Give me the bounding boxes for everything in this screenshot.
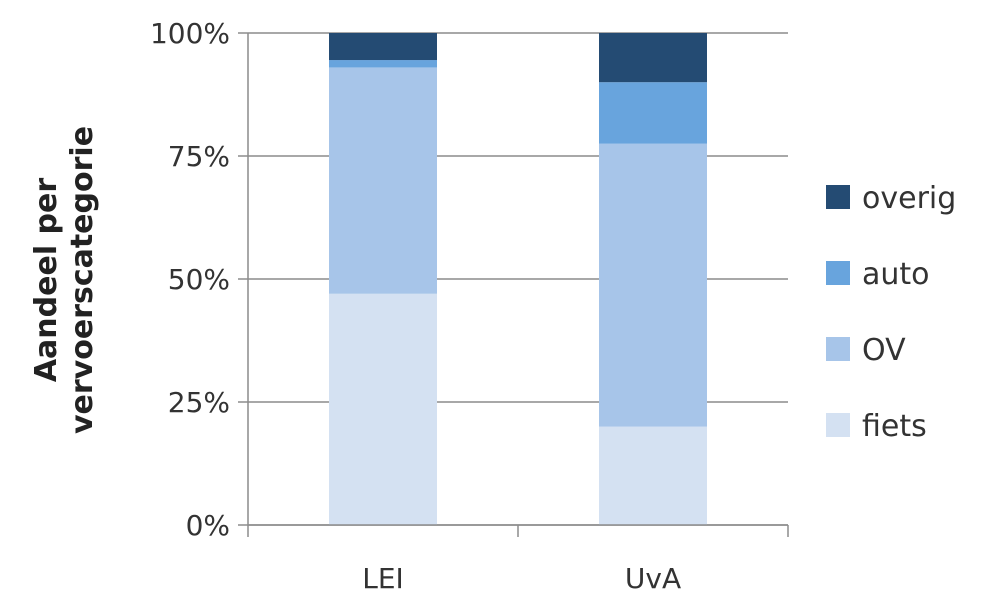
bar-lei-auto (329, 60, 437, 68)
y-tick-label: 50% (168, 263, 230, 296)
bar-lei-fiets (329, 293, 437, 525)
bars (329, 33, 707, 525)
bar-lei-overig (329, 33, 437, 61)
y-tick-label: 75% (168, 140, 230, 173)
x-category-label: UvA (625, 562, 681, 595)
legend-swatch (826, 185, 850, 209)
bar-uva-overig (599, 33, 707, 83)
legend-swatch (826, 261, 850, 285)
y-axis-ticks: 0% 25% 50% 75% 100% (150, 17, 248, 542)
y-tick-label: 0% (186, 509, 230, 542)
bar-uva-auto (599, 82, 707, 144)
legend: overig auto OV fiets (826, 181, 956, 444)
x-category-label: LEI (362, 562, 404, 595)
legend-label: fiets (862, 409, 927, 444)
bar-uva-fiets (599, 426, 707, 525)
y-tick-label: 100% (150, 17, 230, 50)
legend-label: auto (862, 257, 930, 292)
y-axis-title-line-1: Aandeel per (29, 178, 64, 383)
legend-label: OV (862, 333, 906, 368)
legend-label: overig (862, 181, 956, 216)
y-axis-title: Aandeel per vervoerscategorie (29, 126, 100, 434)
legend-swatch (826, 413, 850, 437)
axes (247, 33, 789, 537)
bar-lei-ov (329, 67, 437, 294)
y-axis-title-line-2: vervoerscategorie (65, 126, 100, 434)
y-tick-label: 25% (168, 386, 230, 419)
bar-uva-ov (599, 143, 707, 427)
x-axis-labels: LEI UvA (362, 562, 681, 595)
legend-swatch (826, 337, 850, 361)
